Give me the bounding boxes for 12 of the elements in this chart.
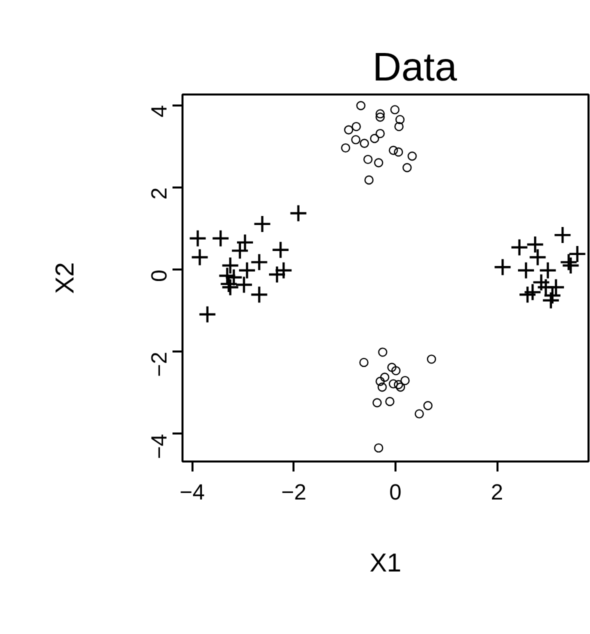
x-axis-title: X1: [370, 548, 402, 578]
y-tick-label: −4: [146, 434, 172, 460]
x-tick-label: −4: [180, 480, 205, 504]
y-tick-label: 0: [146, 270, 172, 282]
y-axis-title: X2: [50, 262, 80, 294]
chart-title: Data: [372, 46, 458, 90]
x-tick-label: 2: [490, 480, 504, 504]
y-tick-label: 2: [146, 187, 172, 200]
y-tick-label: −2: [146, 352, 172, 377]
y-tick-label: 4: [146, 105, 172, 118]
x-tick-label: −2: [281, 480, 306, 504]
x-tick-label: 0: [389, 480, 402, 504]
